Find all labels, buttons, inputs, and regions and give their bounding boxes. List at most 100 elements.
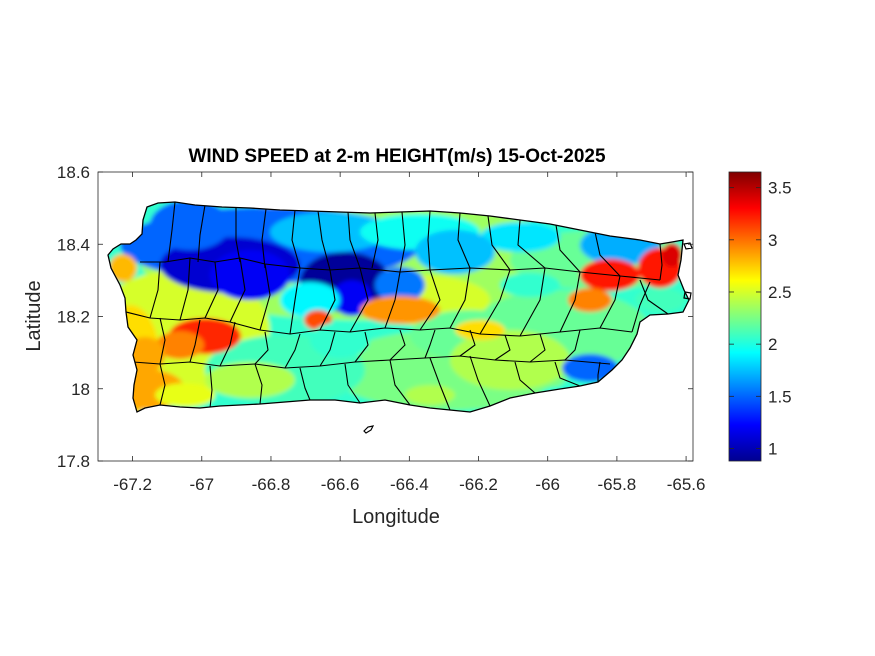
municipality-boundary xyxy=(429,357,451,411)
field-patch xyxy=(156,331,204,359)
municipality-boundary xyxy=(291,209,301,269)
field-patch xyxy=(568,288,612,312)
municipality-boundary xyxy=(494,334,511,361)
field-patch xyxy=(500,273,560,297)
municipality-boundary xyxy=(419,269,441,331)
x-axis-ticks: -67.2 -67 -66.8 -66.6 -66.4 -66.2 -66 -65.8 -65.… xyxy=(113,172,705,494)
y-tick-label: 18.2 xyxy=(57,308,90,327)
plot-area: -67.2 -67 -66.8 -66.6 -66.4 -66.2 -66 -65.8 -65.… xyxy=(57,163,706,494)
municipality-boundary xyxy=(235,208,241,263)
municipality-boundary xyxy=(167,202,176,263)
municipality-boundary xyxy=(424,329,436,359)
municipality-boundary xyxy=(384,271,401,329)
x-tick-label: -65.6 xyxy=(667,475,706,494)
field-patch xyxy=(109,254,137,282)
field-patch xyxy=(480,222,560,252)
municipality-boundary xyxy=(344,363,361,404)
municipality-boundary xyxy=(389,359,411,406)
municipality-boundary xyxy=(209,365,213,409)
municipality-boundary xyxy=(514,361,536,394)
municipality-boundary xyxy=(319,331,336,367)
municipality-boundary xyxy=(529,333,546,363)
field-patch xyxy=(210,250,290,300)
field-patch xyxy=(310,322,370,358)
y-axis-label: Latitude xyxy=(23,280,45,351)
municipality-boundary xyxy=(427,210,431,271)
field-patch xyxy=(360,296,440,324)
wind-speed-field xyxy=(108,202,689,412)
municipality-boundary xyxy=(459,329,476,357)
field-patch xyxy=(150,202,230,250)
colorbar: 1 1.5 2 2.5 3 3.5 xyxy=(728,171,792,462)
field-patch xyxy=(205,362,295,398)
y-tick-label: 18 xyxy=(71,380,90,399)
colorbar-frame xyxy=(728,171,762,462)
municipality-boundaries xyxy=(125,202,669,411)
municipality-boundary xyxy=(254,331,269,365)
municipality-boundary xyxy=(399,211,406,273)
municipality-boundary xyxy=(229,257,246,323)
municipality-boundary xyxy=(189,319,201,363)
municipality-boundary xyxy=(149,261,161,319)
colorbar-tick-label: 1.5 xyxy=(768,387,792,406)
municipality-boundary xyxy=(554,361,581,387)
y-tick-label: 18.6 xyxy=(57,163,90,182)
field-patch xyxy=(635,288,685,312)
municipality-boundary xyxy=(299,367,311,401)
municipality-boundary xyxy=(284,333,301,369)
municipality-boundary xyxy=(449,267,471,329)
field-patch xyxy=(375,267,425,303)
municipality-boundary xyxy=(347,211,361,269)
x-tick-label: -66.2 xyxy=(459,475,498,494)
colorbar-tick-label: 2 xyxy=(768,335,777,354)
field-patch xyxy=(415,230,495,274)
municipality-boundary xyxy=(389,329,406,361)
municipality-boundary xyxy=(159,363,166,406)
municipality-boundary xyxy=(594,231,621,277)
colorbar-scale xyxy=(729,172,761,461)
municipality-boundary xyxy=(457,212,471,269)
municipality-boundary xyxy=(631,281,651,333)
coastline xyxy=(107,201,690,413)
municipality-boundary xyxy=(519,267,546,337)
x-tick-label: -66.4 xyxy=(390,475,429,494)
y-axis-ticks: 18.6 18.4 18.2 18 17.8 xyxy=(57,163,693,471)
map-title: WIND SPEED at 2-m HEIGHT(m/s) 15-Oct-202… xyxy=(188,146,605,167)
municipality-boundary xyxy=(259,263,271,331)
municipality-boundary xyxy=(469,355,491,407)
x-tick-label: -66.6 xyxy=(321,475,360,494)
municipality-boundary xyxy=(354,331,369,363)
colorbar-tick-label: 2.5 xyxy=(768,283,792,302)
field-patch xyxy=(405,385,455,405)
municipality-boundary xyxy=(254,363,263,405)
colorbar-tick-label: 3 xyxy=(768,231,777,250)
municipality-boundary xyxy=(517,219,546,269)
municipality-boundary xyxy=(319,269,336,331)
x-tick-label: -66 xyxy=(535,475,560,494)
field-patch xyxy=(270,212,390,252)
municipality-boundary xyxy=(204,261,219,319)
small-islands xyxy=(363,242,693,434)
municipality-boundary xyxy=(564,329,581,361)
municipality-boundary xyxy=(479,269,511,335)
municipality-boundary xyxy=(317,210,331,271)
colorbar-ticks: 1 1.5 2 2.5 3 3.5 xyxy=(729,179,792,458)
municipality-boundary xyxy=(371,212,379,269)
municipality-boundary xyxy=(639,279,669,315)
municipality-boundary xyxy=(289,267,301,335)
municipality-boundary xyxy=(219,321,236,367)
municipality-boundary xyxy=(261,208,267,269)
field-patch xyxy=(662,243,682,267)
municipality-boundary xyxy=(487,215,511,271)
colorbar-tick-label: 3.5 xyxy=(768,179,792,198)
field-patch xyxy=(155,383,215,407)
municipality-boundary xyxy=(597,361,601,382)
x-tick-label: -67 xyxy=(189,475,214,494)
municipality-boundary xyxy=(197,204,206,263)
x-axis-label: Longitude xyxy=(352,506,440,528)
x-tick-label: -66.8 xyxy=(252,475,291,494)
colorbar-tick-label: 1 xyxy=(768,439,777,458)
x-tick-label: -65.8 xyxy=(598,475,637,494)
municipality-boundary xyxy=(555,224,581,273)
